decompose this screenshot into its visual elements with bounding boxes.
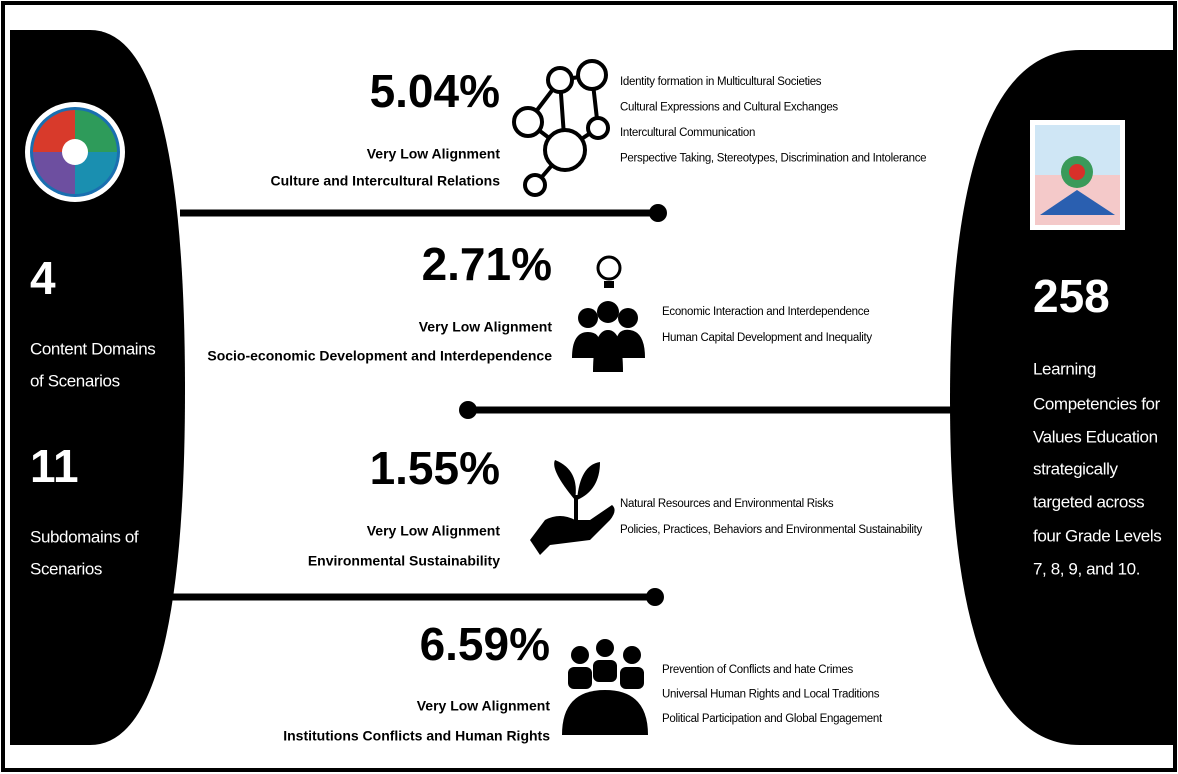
- network-icon: [512, 59, 610, 197]
- domain: Environmental Sustainability: [308, 553, 500, 569]
- alignment: Very Low Alignment: [417, 698, 551, 714]
- alignment: Very Low Alignment: [419, 319, 553, 335]
- percent: 5.04%: [370, 65, 500, 117]
- percent: 2.71%: [422, 238, 552, 290]
- subdomain: Political Participation and Global Engag…: [662, 713, 883, 725]
- subdomains-count: 11: [30, 440, 79, 492]
- domain: Culture and Intercultural Relations: [271, 173, 501, 189]
- domain: Socio-economic Development and Interdepe…: [207, 348, 552, 364]
- alignment: Very Low Alignment: [367, 523, 501, 539]
- subdomain: Identity formation in Multicultural Soci…: [620, 76, 822, 88]
- plant-hand-icon: [530, 460, 615, 555]
- competencies-label: 7, 8, 9, and 10.: [1033, 559, 1140, 578]
- competencies-label: four Grade Levels: [1033, 526, 1161, 545]
- framework-image: [1030, 120, 1125, 230]
- subdomain: Intercultural Communication: [620, 127, 755, 139]
- divider-dot: [649, 204, 667, 222]
- competencies-label: targeted across: [1033, 492, 1144, 511]
- domains-label: Content Domains: [30, 339, 155, 358]
- competencies-label: strategically: [1033, 459, 1118, 478]
- percent: 6.59%: [420, 618, 550, 670]
- subdomain: Human Capital Development and Inequality: [662, 332, 872, 344]
- competencies-label: Learning: [1033, 359, 1096, 378]
- competencies-label: Values Education: [1033, 427, 1158, 446]
- subdomain: Universal Human Rights and Local Traditi…: [662, 689, 880, 701]
- domains-label: of Scenarios: [30, 371, 120, 390]
- subdomain: Natural Resources and Environmental Risk…: [620, 498, 834, 510]
- competencies-label: Competencies for: [1033, 394, 1161, 413]
- percent: 1.55%: [370, 442, 500, 494]
- people-idea-icon: [572, 255, 645, 372]
- logo: [25, 102, 125, 202]
- subdomain: Policies, Practices, Behaviors and Envir…: [620, 524, 923, 536]
- assembly-icon: [562, 639, 648, 735]
- divider-dot: [646, 588, 664, 606]
- left-panel: [10, 30, 185, 745]
- subdomain: Prevention of Conflicts and hate Crimes: [662, 664, 853, 676]
- alignment: Very Low Alignment: [367, 146, 501, 162]
- subdomain: Perspective Taking, Stereotypes, Discrim…: [620, 153, 926, 165]
- subdomains-label: Scenarios: [30, 559, 102, 578]
- domain: Institutions Conflicts and Human Rights: [283, 728, 550, 744]
- domains-count: 4: [30, 252, 56, 304]
- divider-dot: [459, 401, 477, 419]
- subdomain: Cultural Expressions and Cultural Exchan…: [620, 102, 838, 114]
- subdomains-label: Subdomains of: [30, 527, 139, 546]
- subdomain: Economic Interaction and Interdependence: [662, 306, 869, 318]
- competencies-count: 258: [1033, 270, 1110, 322]
